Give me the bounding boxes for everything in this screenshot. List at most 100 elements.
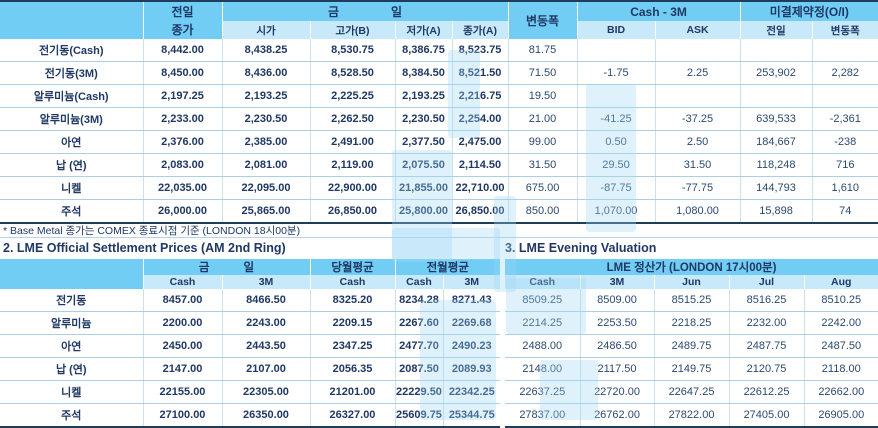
close-header: 종가(A) [452,21,509,39]
value-cell: 8,450.00 [143,61,223,85]
table-row: 27837.00 26762.00 27822.00 27405.00 26905.00 [505,403,878,428]
value-cell: 2148.00 [505,357,581,381]
prev-close-header: 전일 종가 [143,1,223,39]
evening-valuation-header: LME 정산가 (LONDON 17시00분) [505,259,878,275]
value-cell: 2107.00 [222,357,311,381]
oi-prev-header: 전일 [740,21,813,39]
jul-header: Jul [729,275,805,289]
value-cell: 22,095.00 [222,176,311,200]
value-cell: 2242.00 [804,311,878,335]
metal-name-cell: 알루미늄(Cash) [0,84,144,108]
value-cell: 850.00 [508,199,578,224]
value-cell: 0.50 [577,130,656,154]
value-cell: 8271.43 [443,289,501,312]
value-cell: 2,081.00 [222,153,311,177]
value-cell: 22305.00 [222,380,311,404]
table-row: 알루미늄(Cash) 2,197.25 2,193.25 2,225.25 2,193.… [0,84,878,108]
value-cell: 8,442.00 [143,39,223,62]
daily-price-table: 전일 종가 금 일 변동폭 Cash - 3M 미결제약정(O/I) 시가 고가… [0,0,878,224]
metal-name-cell: 전기동(3M) [0,61,144,85]
value-cell: 8516.25 [729,289,805,312]
value-cell: 118,248 [740,153,813,177]
value-cell [577,84,656,108]
section-titles: 2. LME Official Settlement Prices (AM 2n… [0,238,878,259]
value-cell: 74 [812,199,878,224]
value-cell: 2,385.00 [222,130,311,154]
value-cell: 2267.60 [395,311,444,335]
value-cell: 8,523.75 [452,39,509,62]
value-cell: 2218.25 [654,311,730,335]
value-cell: 2487.50 [804,334,878,358]
table-row: 납 (연) 2,083.00 2,081.00 2,119.00 2,075.50 2,1… [0,153,878,177]
table-row: 2488.00 2486.50 2489.75 2487.75 2487.50 [505,334,878,358]
value-cell: 2,216.75 [452,84,509,108]
metal-name-cell: 니켈 [0,380,144,404]
ask-header: ASK [655,21,741,39]
value-cell: 8466.50 [222,289,311,312]
value-cell: 2,233.00 [143,107,223,131]
table-row: 니켈 22155.00 22305.00 21201.00 22229.50 22342.… [0,380,501,404]
section3-title: 3. LME Evening Valuation [505,241,657,255]
value-cell: 716 [812,153,878,177]
value-cell: 2,230.50 [222,107,311,131]
table-row: 전기동 8457.00 8466.50 8325.20 8234.28 8271.43 [0,289,501,312]
metal-name-cell: 전기동(Cash) [0,39,144,62]
value-cell: 2,119.00 [310,153,396,177]
value-cell: 21201.00 [310,380,396,404]
value-cell: 8,438.25 [222,39,311,62]
value-cell: 27405.00 [729,403,805,428]
table-row: 전기동(Cash) 8,442.00 8,438.25 8,530.75 8,386.7… [0,39,878,62]
metal-name-cell: 아연 [0,130,144,154]
value-cell: -37.25 [655,107,741,131]
value-cell: 8,384.50 [395,61,453,85]
value-cell: 2489.75 [654,334,730,358]
value-cell: 25344.75 [443,403,501,428]
value-cell: 22229.50 [395,380,444,404]
value-cell: 2,376.00 [143,130,223,154]
table-row: 2214.25 2253.50 2218.25 2232.00 2242.00 [505,311,878,335]
value-cell: 1,610 [812,176,878,200]
value-cell: 31.50 [508,153,578,177]
cash-header: Cash [505,275,581,289]
value-cell: 2,230.50 [395,107,453,131]
value-cell: 22637.25 [505,380,581,404]
value-cell: 25,800.00 [395,199,453,224]
metal-name-cell: 주석 [0,403,144,428]
value-cell: 2,075.50 [395,153,453,177]
metal-name-cell: 납 (연) [0,357,144,381]
value-cell: 22720.00 [580,380,655,404]
table-row: 납 (연) 2147.00 2107.00 2056.35 2087.50 2089.93 [0,357,501,381]
value-cell: 2,083.00 [143,153,223,177]
metal-name-cell: 아연 [0,334,144,358]
bottom-tables: 금 일 당월평균 전월평균 Cash 3M Cash Cash 3M 전기동 84… [0,259,878,428]
value-cell: 144,793 [740,176,813,200]
value-cell: 2443.50 [222,334,311,358]
value-cell: 2253.50 [580,311,655,335]
metal-name-cell: 니켈 [0,176,144,200]
table-row: 아연 2,376.00 2,385.00 2,491.00 2,377.50 2,475.… [0,130,878,154]
table-row: 알루미늄 2200.00 2243.00 2209.15 2267.60 2269.68 [0,311,501,335]
value-cell: 71.50 [508,61,578,85]
value-cell: 2477.70 [395,334,444,358]
value-cell: 2,193.25 [222,84,311,108]
value-cell: 22342.25 [443,380,501,404]
value-cell: 8,386.75 [395,39,453,62]
today-group-header: 금 일 [222,1,509,21]
value-cell: 2,491.00 [310,130,396,154]
value-cell: 2,262.50 [310,107,396,131]
value-cell: 2232.00 [729,311,805,335]
value-cell: 81.75 [508,39,578,62]
value-cell: 8,530.75 [310,39,396,62]
table-row: 주석 26,000.00 25,865.00 26,850.00 25,800.00 26… [0,199,878,224]
value-cell [740,84,813,108]
value-cell: 8509.00 [580,289,655,312]
prev-close-line2: 종가 [171,22,194,37]
corner-cell [0,1,144,39]
evening-valuation-table: LME 정산가 (LONDON 17시00분) Cash 3M Jun Jul … [505,259,878,428]
3m-header: 3M [222,275,311,289]
value-cell: 639,533 [740,107,813,131]
corner-cell [0,259,144,289]
value-cell [740,39,813,62]
cash-header: Cash [143,275,223,289]
